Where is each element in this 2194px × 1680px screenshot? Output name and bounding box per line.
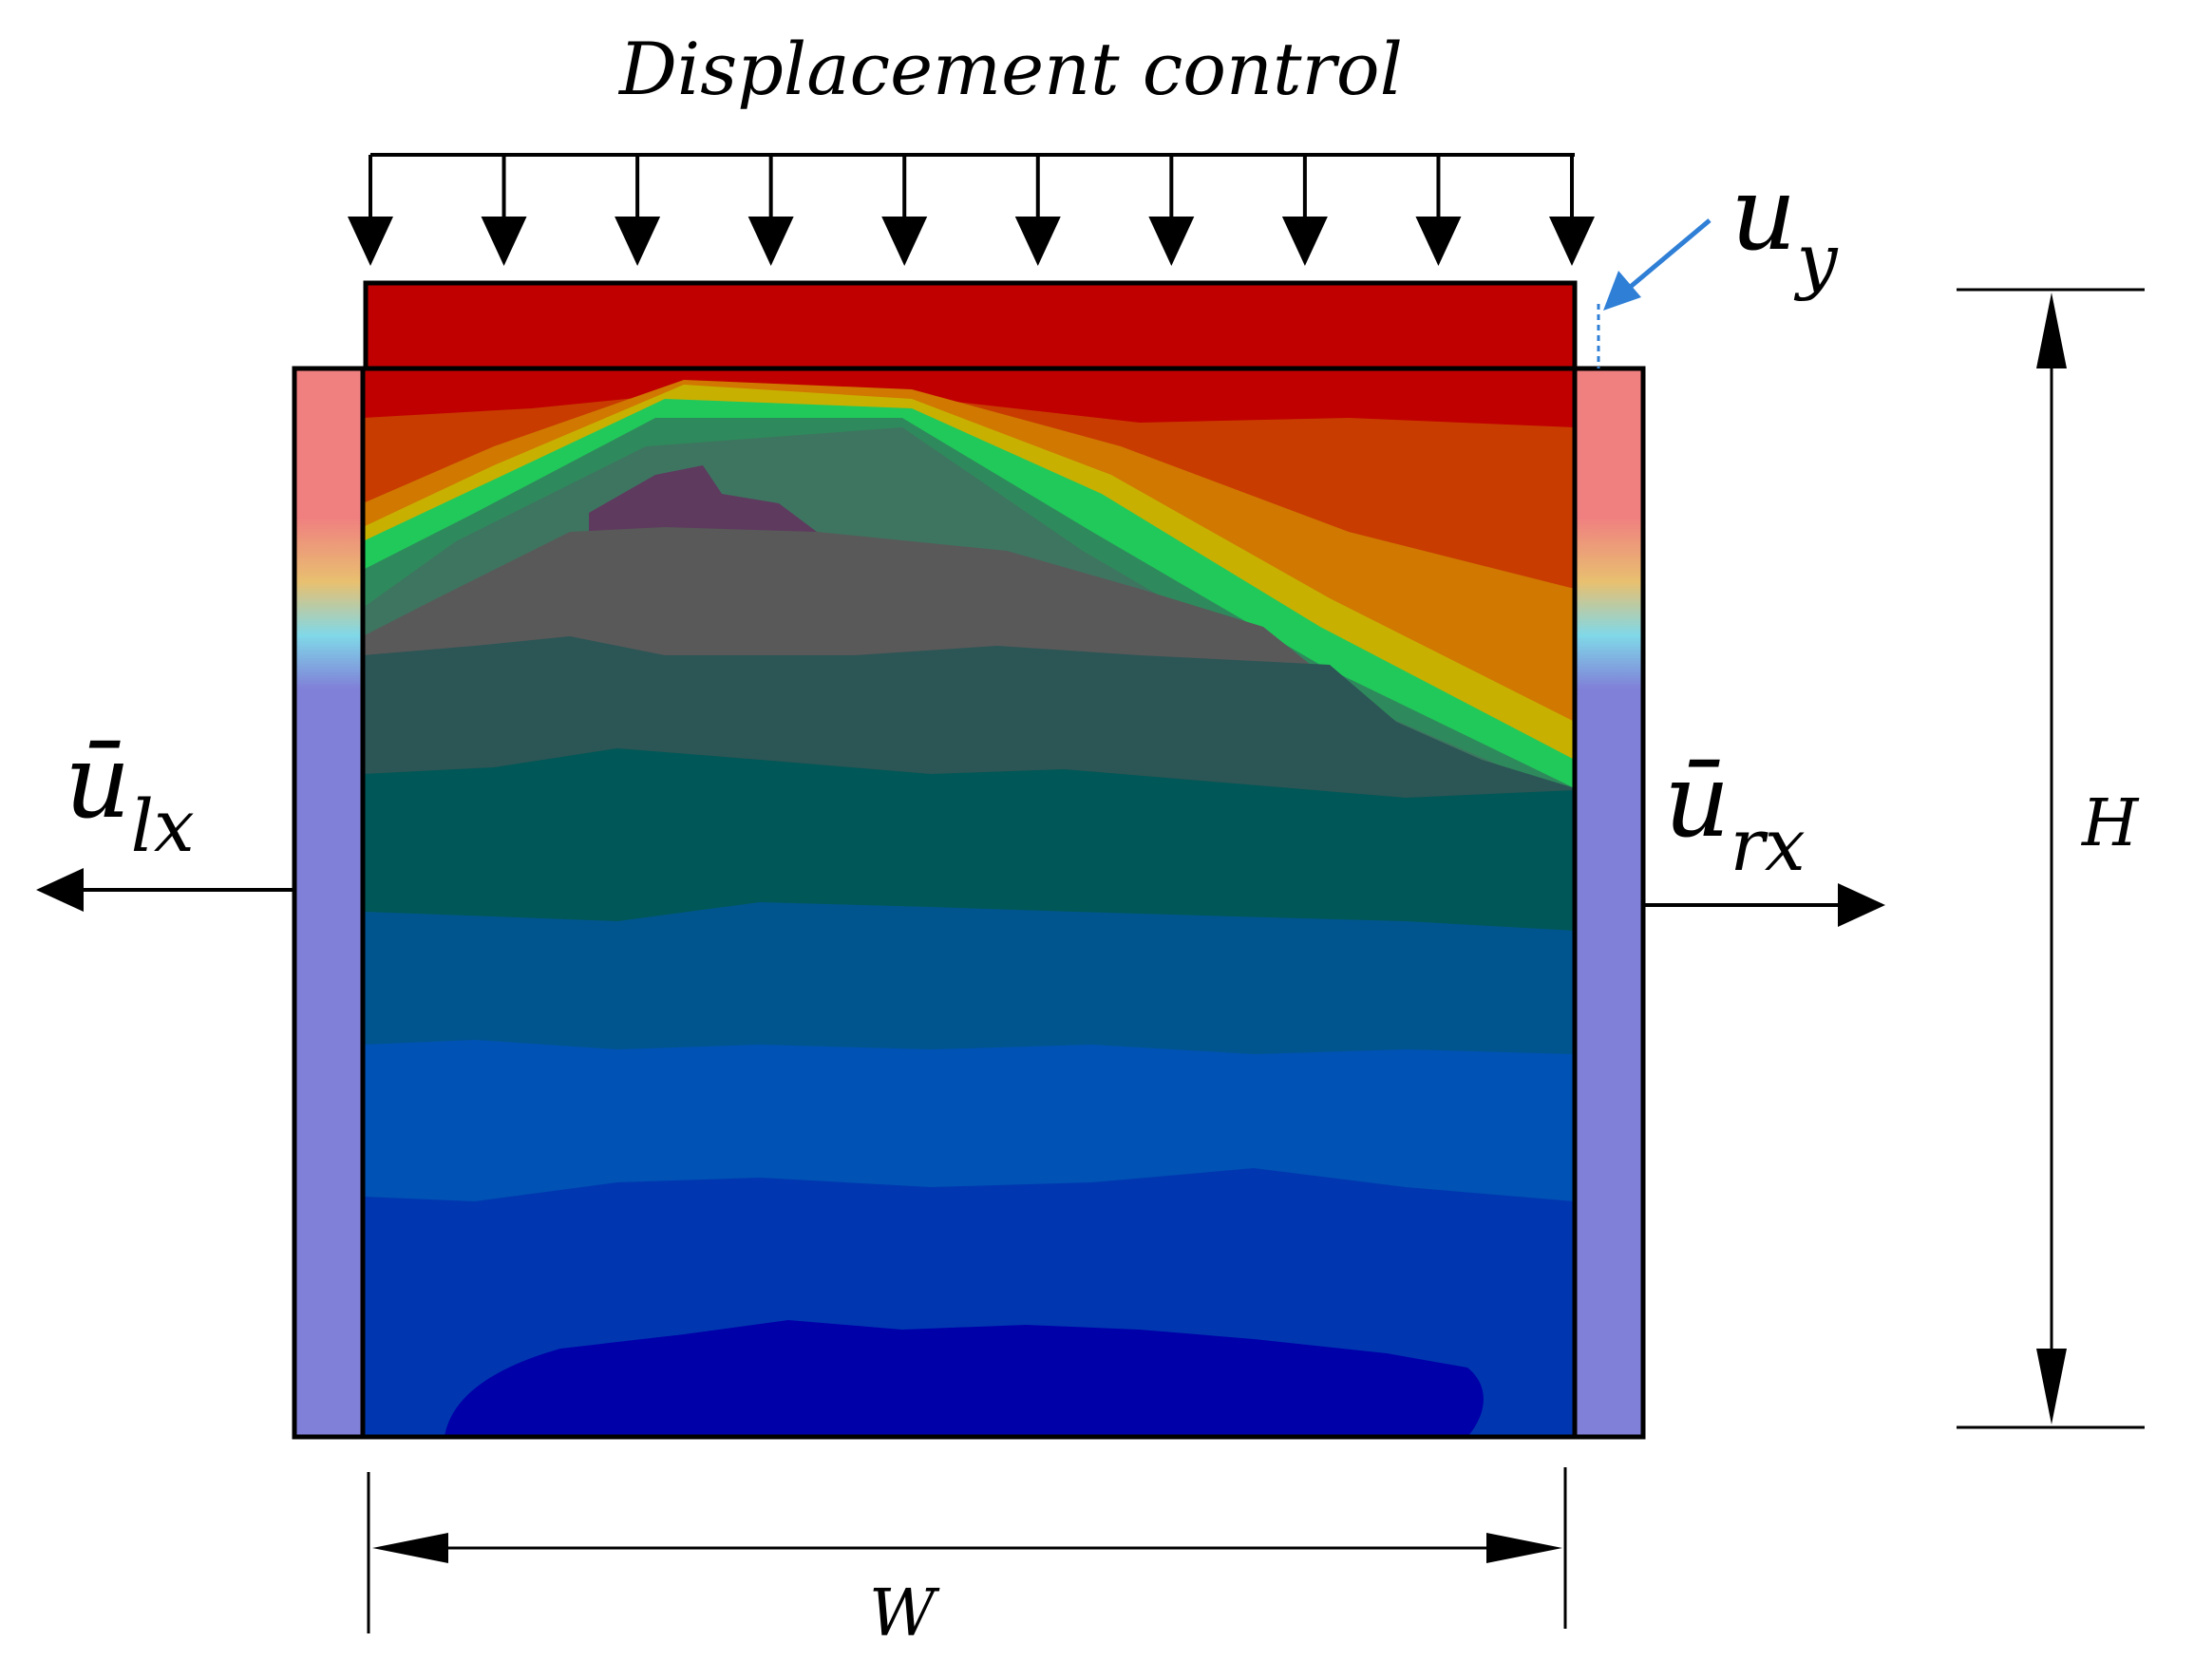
contour-bands (363, 368, 1575, 1437)
height-label: H (2082, 786, 2139, 861)
height-dimension (1957, 288, 2145, 1429)
contour-band-deep-blue (444, 1320, 1484, 1437)
load-arrow-head (1014, 217, 1061, 266)
load-arrow-head (615, 217, 661, 266)
urx-label-main: ū (1664, 742, 1731, 860)
load-arrow-head (1281, 217, 1328, 266)
load-arrow-head (348, 217, 393, 266)
uy-label-subscript: y (1796, 217, 1838, 302)
uy-arrow-head (1603, 271, 1641, 311)
load-arrow-head (481, 217, 527, 266)
left-displacement-arrow (36, 868, 293, 912)
right-displacement-arrow (1645, 883, 1885, 927)
height-arrow-top (2036, 293, 2067, 368)
uy-arrow-shaft (1625, 218, 1712, 292)
ulx-label-main: ū (65, 723, 131, 841)
contour-band-grey (363, 527, 1311, 674)
width-dimension (367, 1467, 1567, 1633)
side-boundary-strip-left (294, 368, 363, 1437)
diagram-title: Displacement control (619, 27, 1403, 111)
uy-label: uy (1731, 163, 1838, 296)
load-arrows (348, 153, 1595, 266)
width-arrow-right (1486, 1533, 1562, 1563)
load-arrow-head (1415, 217, 1462, 266)
load-arrow-head (1549, 217, 1595, 266)
ulx-label-subscript: lx (130, 783, 195, 868)
loading-plate (363, 280, 1578, 371)
width-label: W (869, 1576, 936, 1652)
urx-label: ūrx (1664, 750, 1806, 881)
uy-label-main: u (1731, 155, 1797, 274)
load-arrow-head (747, 217, 794, 266)
right-arrow-head (1838, 883, 1885, 927)
urx-label-subscript: rx (1730, 802, 1806, 887)
left-arrow-head (36, 868, 84, 912)
specimen-body (294, 368, 1643, 1437)
load-arrow-head (1148, 217, 1195, 266)
height-arrow-bottom (2036, 1349, 2067, 1425)
uy-pointer (1597, 218, 1712, 368)
width-arrow-left (372, 1533, 448, 1563)
ulx-label: ūlx (65, 731, 195, 862)
load-arrow-head (881, 217, 928, 266)
side-boundary-strip-right (1575, 368, 1643, 1437)
